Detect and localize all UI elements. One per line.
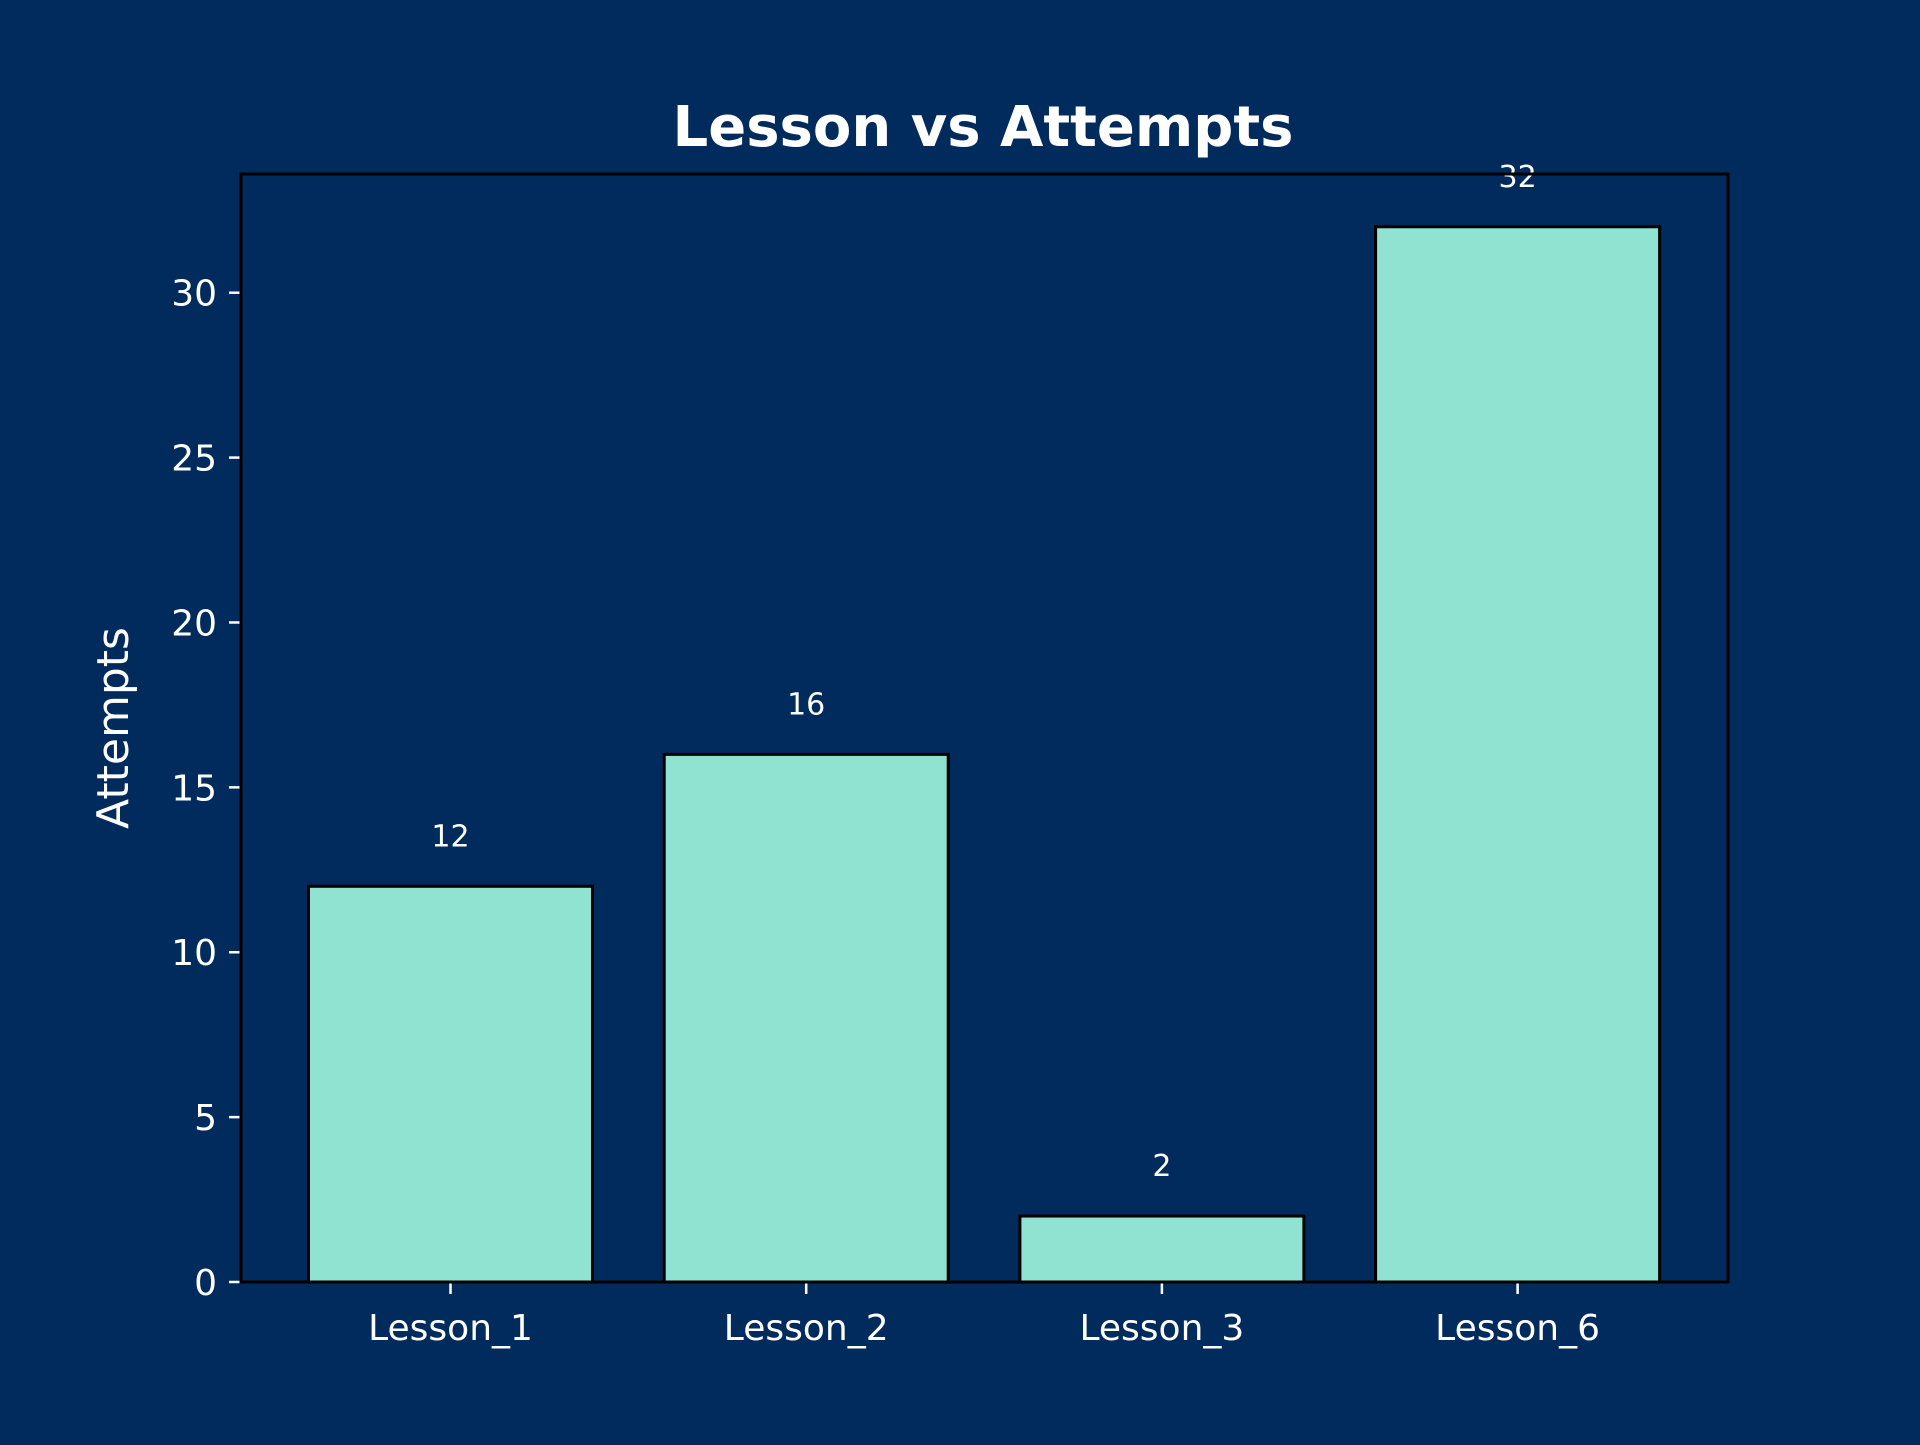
data-label-lesson_3: 2: [1152, 1149, 1171, 1184]
y-tick-label: 10: [171, 933, 217, 974]
bars-layer: 12 16 2 32: [307, 160, 1662, 1284]
y-tick-label: 5: [194, 1098, 217, 1139]
data-label-lesson_1: 12: [431, 819, 469, 854]
y-tick-label: 25: [171, 439, 217, 480]
x-tick-label: Lesson_2: [724, 1308, 889, 1349]
y-tick-label: 30: [171, 274, 217, 315]
x-tick-label: Lesson_6: [1435, 1308, 1600, 1349]
data-label-lesson_2: 16: [787, 687, 825, 722]
ticks-layer: Lesson_1 Lesson_2 Lesson_3 Lesson_6 0 5 10 15 20…: [171, 274, 1600, 1349]
bar-lesson_2: [662, 752, 950, 1284]
data-label-lesson_6: 32: [1499, 160, 1537, 195]
chart-title: Lesson vs Attempts: [673, 95, 1294, 160]
bar-lesson_3: [1018, 1214, 1306, 1284]
y-tick-label: 15: [171, 768, 217, 809]
x-tick-label: Lesson_1: [368, 1308, 533, 1349]
y-tick-label: 20: [171, 603, 217, 644]
plot-area-frame: [239, 172, 1730, 1284]
x-tick-label: Lesson_3: [1079, 1308, 1244, 1349]
bar-lesson_1: [307, 884, 594, 1284]
y-tick-label: 0: [194, 1263, 217, 1304]
bar-lesson_6: [1374, 225, 1662, 1284]
y-axis-label: Attempts: [88, 627, 139, 829]
